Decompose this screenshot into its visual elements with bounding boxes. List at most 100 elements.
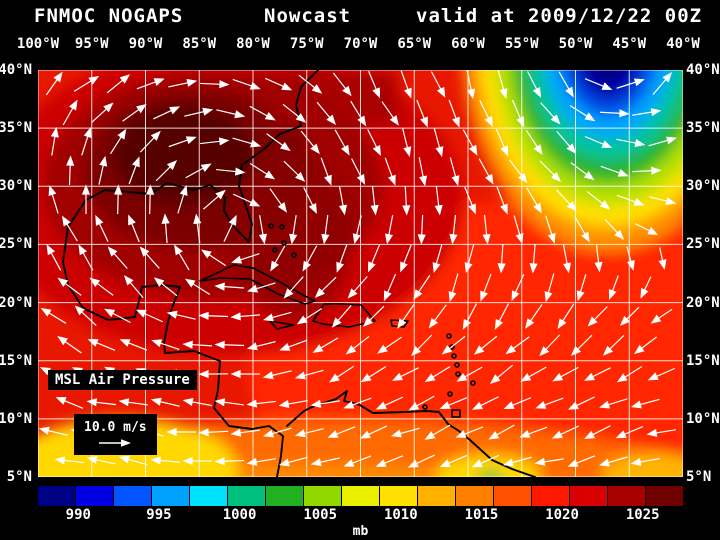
colorbar-segment [266,486,304,506]
wind-arrow [258,215,267,245]
wind-arrow [350,100,367,127]
coast-south-america [286,390,536,477]
wind-arrow [570,334,593,356]
wind-arrow [86,398,116,407]
wind-arrow [247,282,276,293]
lon-label: 80°W [236,36,270,52]
wind-arrow [599,109,630,118]
wind-arrow [616,78,645,89]
wind-arrow [316,101,336,125]
lat-label: 10°N [0,410,32,427]
colorbar-tick: 995 [146,507,172,523]
wind-arrow [269,188,288,213]
wind-arrow [200,137,230,146]
wind-arrow [328,365,355,383]
wind-arrow [155,159,178,182]
wind-arrow [650,308,673,324]
map-area: MSL Air Pressure 10.0 m/s [38,70,683,477]
wind-arrow [45,71,63,96]
wind-arrow [151,339,180,350]
wind-arrow [626,246,635,271]
wind-arrow [122,103,147,122]
wind-arrow [110,128,127,155]
wind-arrow [368,70,381,99]
wind-arrow [449,157,460,187]
islands-lesser-antilles [422,333,476,410]
wind-arrow [73,75,100,92]
wind-arrow [246,341,276,351]
wind-arrow [182,340,213,349]
wind-arrow [249,105,276,121]
lon-labels: 100°W 95°W 90°W 85°W 80°W 75°W 70°W 65°W 60°W 55°… [17,36,700,53]
wind-arrow [567,455,596,467]
wind-arrow [334,129,350,156]
wind-arrow [262,370,292,380]
wind-arrow [375,455,404,467]
colorbar-segment [646,486,683,506]
wind-arrow [462,303,478,330]
wind-arrow [81,184,91,215]
wind-arrow [283,276,304,299]
wind-arrow [166,310,196,320]
colorbar-tick: 1010 [383,507,418,523]
wind-arrow [615,425,644,439]
wind-arrow [482,215,491,245]
wind-arrow [46,244,62,271]
wind-arrow [551,425,579,439]
wind-arrow [402,185,411,216]
wind-arrow [539,334,561,357]
lon-label: 70°W [343,36,378,52]
wind-arrow [534,457,564,466]
wind-arrow [362,305,385,327]
lon-label: 60°W [451,36,485,52]
product-name: Nowcast [264,5,352,27]
wind-arrow [177,185,188,214]
lat-labels-right: 40°N 35°N 30°N 25°N 20°N 15°N 10°N 5°N [686,62,720,485]
wind-arrow [184,278,211,296]
wind-arrow [529,243,538,274]
colorbar-segment [190,486,228,506]
wind-arrow [418,157,428,187]
wind-arrow [505,336,530,355]
colorbar-segment [494,486,532,506]
lat-label: 20°N [686,294,720,311]
wind-arrow [562,244,572,274]
wind-arrow [146,184,155,215]
wind-arrow [214,340,245,349]
wind-arrow [400,70,412,99]
wind-arrow [397,304,415,329]
wind-arrow [407,454,435,468]
wind-arrow [55,397,84,409]
lon-label: 75°W [289,36,324,52]
wind-arrow [107,246,128,269]
wind-arrow [327,426,356,438]
lon-label: 85°W [182,36,217,52]
wind-arrow [153,106,181,120]
wind-arrow [526,187,542,214]
wind-scale-arrow-icon [99,439,132,447]
lat-label: 30°N [686,178,720,195]
wind-arrow [456,366,483,382]
colorbar-tick: 1015 [464,507,499,523]
wind-arrow [619,306,640,326]
wind-scale-legend: 10.0 m/s [74,414,157,455]
wind-arrow [658,247,667,271]
wind-arrow [640,276,652,299]
wind-arrow [424,366,451,383]
lat-label: 5°N [6,469,32,485]
wind-arrow [587,306,608,327]
wind-arrow [343,455,372,467]
wind-arrow [38,426,68,436]
wind-arrow [608,275,619,301]
wind-arrow [296,307,323,325]
colorbar-segment [38,486,76,506]
island-jamaica [269,320,295,330]
colorbar-segment [608,486,646,506]
wind-arrow [496,186,508,215]
wind-arrow [214,282,245,291]
wind-arrow [223,214,237,242]
wind-arrow [214,457,245,466]
wind-arrow [57,277,82,296]
lon-label: 95°W [74,36,109,52]
wind-arrow [649,196,677,206]
